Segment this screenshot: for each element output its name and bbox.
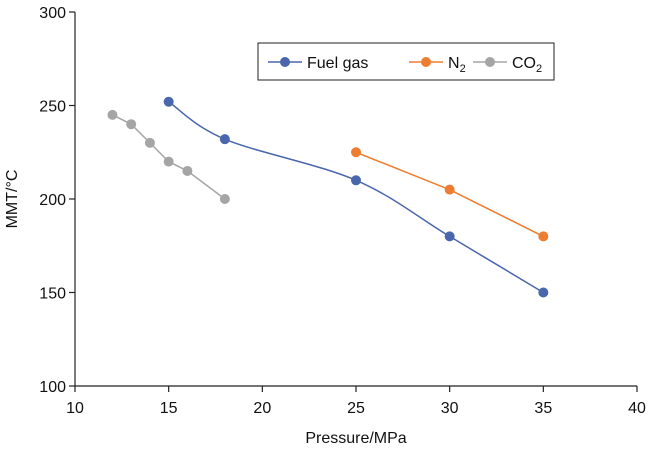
data-point-fuel-gas bbox=[163, 96, 174, 107]
x-tick-label: 25 bbox=[347, 400, 365, 417]
x-tick-label: 35 bbox=[534, 400, 552, 417]
x-tick-label: 40 bbox=[628, 400, 646, 417]
legend-label-fuel-gas: Fuel gas bbox=[307, 55, 368, 72]
data-point-co2 bbox=[126, 119, 137, 130]
y-ticks: 100 150 200 250 300 bbox=[39, 5, 75, 396]
series-layer bbox=[112, 101, 544, 294]
data-point-co2 bbox=[144, 137, 155, 148]
legend: Fuel gas N2 CO2 bbox=[257, 42, 555, 81]
data-point-n2 bbox=[351, 147, 361, 158]
legend-marker-n2 bbox=[421, 57, 431, 67]
legend-label-subscript: 2 bbox=[460, 63, 466, 75]
data-point-fuel-gas bbox=[351, 175, 361, 186]
y-tick-label: 250 bbox=[39, 99, 66, 116]
data-point-fuel-gas bbox=[538, 287, 549, 298]
data-point-fuel-gas bbox=[219, 134, 230, 145]
data-point-co2 bbox=[182, 165, 193, 176]
data-point-n2 bbox=[444, 184, 455, 195]
data-point-co2 bbox=[107, 109, 118, 120]
legend-label-main: CO bbox=[512, 55, 536, 72]
y-tick-label: 200 bbox=[39, 192, 66, 209]
x-tick-label: 20 bbox=[253, 400, 271, 417]
data-point-co2 bbox=[163, 156, 174, 167]
legend-marker-fuel-gas bbox=[280, 57, 290, 67]
data-point-n2 bbox=[538, 231, 549, 242]
legend-label-n2: N2 bbox=[448, 55, 466, 75]
legend-label-subscript: 2 bbox=[536, 63, 542, 75]
x-tick-label: 30 bbox=[441, 400, 459, 417]
data-point-fuel-gas bbox=[444, 231, 455, 242]
y-tick-label: 150 bbox=[39, 286, 66, 303]
x-tick-label: 10 bbox=[66, 400, 84, 417]
legend-box bbox=[257, 42, 555, 81]
data-point-co2 bbox=[219, 194, 230, 204]
x-ticks: 10 15 20 25 30 35 40 bbox=[66, 386, 646, 417]
y-tick-label: 100 bbox=[39, 379, 66, 396]
y-axis-title: MMT/°C bbox=[4, 170, 21, 229]
legend-label-main: N bbox=[448, 55, 460, 72]
legend-label-co2: CO2 bbox=[512, 55, 542, 75]
legend-marker-co2 bbox=[485, 57, 495, 67]
legend-label-main: Fuel gas bbox=[307, 55, 368, 72]
y-tick-label: 300 bbox=[39, 5, 66, 22]
x-tick-label: 15 bbox=[160, 400, 178, 417]
x-axis-title: Pressure/MPa bbox=[305, 430, 406, 447]
points-layer bbox=[107, 96, 549, 298]
